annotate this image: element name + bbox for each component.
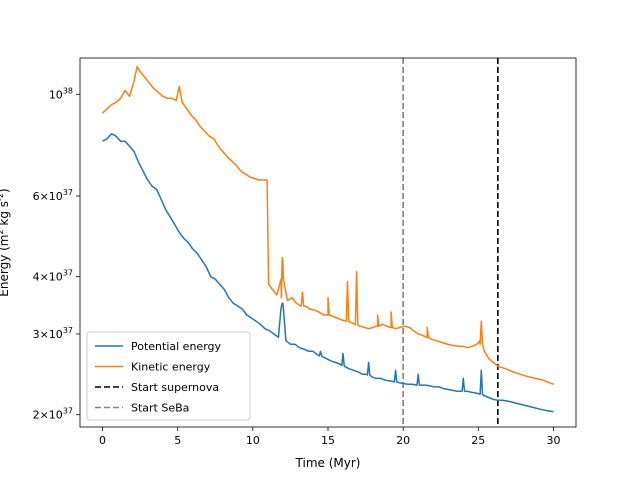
y-tick-label: 2×1037 [33, 407, 73, 422]
x-tick-label: 10 [246, 434, 260, 447]
x-tick-label: 30 [546, 434, 560, 447]
y-tick-label: 4×1037 [33, 269, 73, 284]
legend-entry-label: Start SeBa [131, 402, 189, 415]
plot-frame [79, 57, 577, 428]
legend-entry-label: Start supernova [131, 381, 219, 394]
y-axis-label: Energy (m2 kg s-2) [0, 188, 11, 296]
axes: 0 5 10 15 20 25 30 2×1037 3×1037 4×1037 6×1037 1038 [33, 86, 561, 447]
vertical-lines [402, 58, 499, 427]
plot-frame-rect [79, 57, 577, 428]
y-tick-label: 6×1037 [33, 188, 73, 203]
x-axis-label: Time (Myr) [295, 456, 361, 470]
x-tick-label: 25 [471, 434, 485, 447]
x-tick-label: 20 [396, 434, 410, 447]
y-tick-label: 1038 [49, 86, 73, 101]
x-tick-label: 0 [99, 434, 106, 447]
legend-entry-label: Potential energy [131, 340, 222, 353]
legend-entry-label: Kinetic energy [131, 361, 211, 374]
series-lines [101, 65, 554, 413]
x-tick-label: 5 [174, 434, 181, 447]
y-tick-label: 3×1037 [33, 326, 73, 341]
series-line-kinetic-energy [101, 65, 554, 386]
series-line-potential-energy [102, 133, 554, 413]
x-tick-label: 15 [321, 434, 335, 447]
legend-box [86, 331, 251, 421]
legend: Potential energy Kinetic energy Start supe… [86, 331, 251, 421]
